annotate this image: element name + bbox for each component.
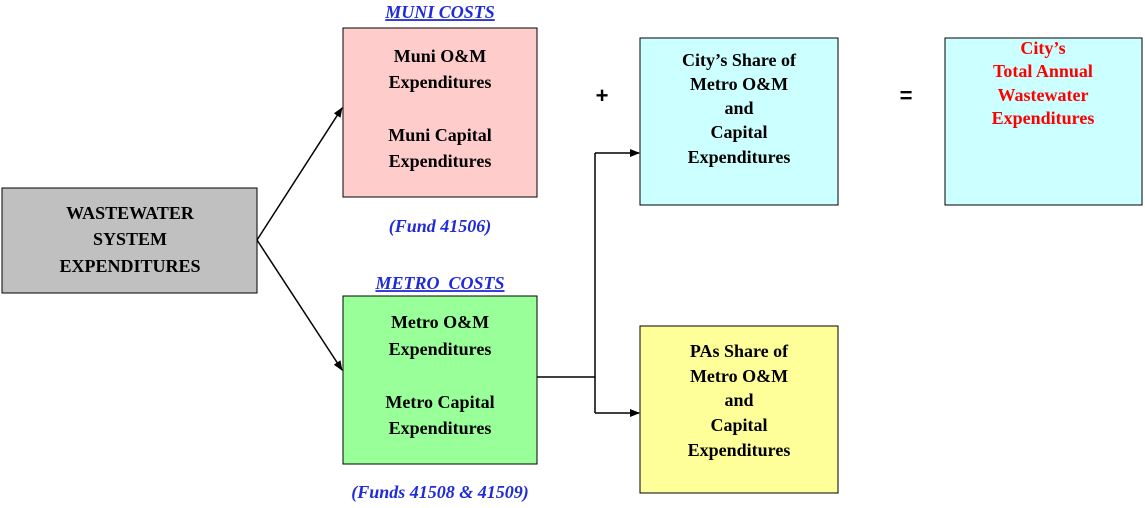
node-text: Metro Capital [385,392,494,412]
node-text: City’s Share of [682,50,797,70]
box [342,295,538,465]
node-text: Expenditures [992,108,1095,128]
arrow [256,107,343,241]
node-text: Metro O&M [391,312,489,332]
node-text: EXPENDITURES [59,256,200,276]
node-text: Expenditures [389,339,492,359]
node-text: and [724,390,753,410]
node-text: Expenditures [389,151,492,171]
node-text: PAs Share of [690,341,789,361]
node-text: WASTEWATER [66,203,195,223]
node-text: Metro O&M [690,366,788,386]
box [1,187,258,294]
node-text: Metro O&M [690,74,788,94]
box [639,37,839,206]
node-text: Expenditures [389,418,492,438]
node-text: City’s [1020,38,1065,58]
node-text: Expenditures [688,440,791,460]
node-text: Muni O&M [394,46,487,66]
node-text: Expenditures [688,147,791,167]
box [639,325,839,494]
label: (Funds 41508 & 41509) [351,482,529,503]
node-text: Wastewater [998,85,1089,105]
operator: = [900,83,913,108]
label: (Fund 41506) [389,216,492,237]
arrow [256,239,343,371]
node-text: Expenditures [389,72,492,92]
node-text: Muni Capital [388,125,492,145]
label: METRO COSTS [374,273,504,293]
box [944,37,1143,206]
node-text: Capital [710,415,767,435]
node-text: and [724,98,753,118]
box [342,27,538,198]
node-text: SYSTEM [93,229,167,249]
label: MUNI COSTS [384,2,495,22]
node-text: Total Annual [993,61,1093,81]
operator: + [596,83,609,108]
node-text: Capital [710,122,767,142]
